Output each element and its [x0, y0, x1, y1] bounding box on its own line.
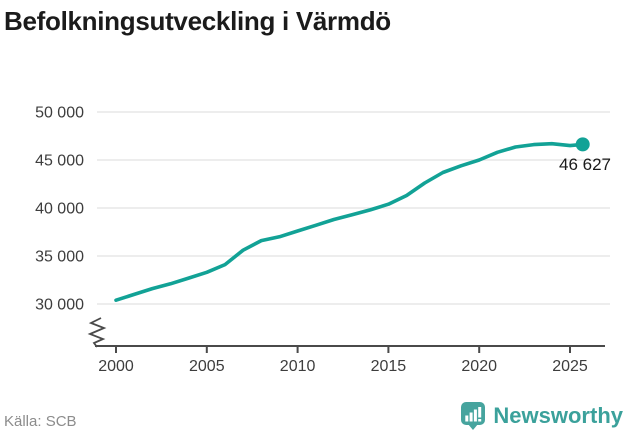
x-tick-label: 2025: [552, 358, 588, 375]
source-note: Källa: SCB: [4, 413, 77, 430]
bar-medium: [470, 412, 474, 422]
end-point-dot: [575, 137, 590, 152]
line-chart: 30 000 35 000 40 000 45 000 50 000 2000 2005 20…: [35, 105, 611, 376]
newsworthy-wordmark: Newsworthy: [493, 403, 623, 428]
y-tick-label: 30 000: [35, 297, 84, 314]
bar-small: [465, 415, 469, 422]
chart-title: Befolkningsutveckling i Värmdö: [4, 6, 391, 36]
y-tick-label: 40 000: [35, 201, 84, 218]
axis-break-icon: [87, 317, 107, 348]
end-value-label: 46 627: [559, 155, 611, 174]
x-tick-label: 2020: [461, 358, 497, 375]
exclamation-stem: [478, 407, 482, 418]
newsworthy-bubble-chart-icon: [461, 402, 486, 430]
y-tick-label: 35 000: [35, 249, 84, 266]
speech-bubble-shape: [461, 402, 486, 430]
x-tick-label: 2000: [98, 358, 134, 375]
bar-large: [474, 409, 478, 422]
population-line: [114, 141, 585, 303]
x-tick-label: 2015: [371, 358, 407, 375]
y-tick-label: 45 000: [35, 153, 84, 170]
x-tick-label: 2005: [189, 358, 225, 375]
y-tick-label: 50 000: [35, 105, 84, 122]
exclamation-dot: [478, 419, 482, 422]
x-tick-label: 2010: [280, 358, 316, 375]
newsworthy-logo: Newsworthy: [461, 402, 623, 430]
